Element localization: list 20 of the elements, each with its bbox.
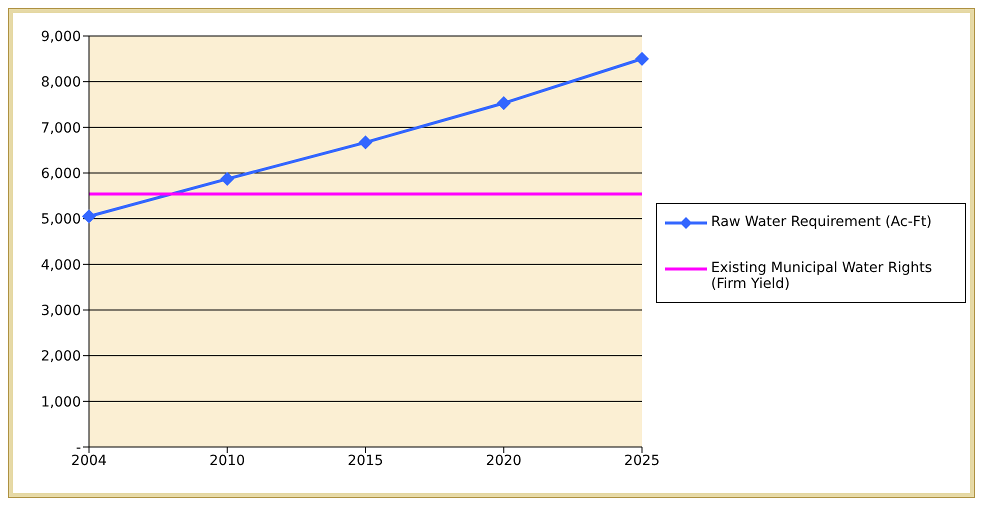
y-tick-label: 6,000: [40, 166, 81, 182]
y-tick-label: 8,000: [40, 74, 81, 91]
legend-label: Raw Water Requirement (Ac-Ft): [711, 214, 932, 230]
y-tick-label: 4,000: [40, 257, 81, 274]
y-tick-label: 3,000: [40, 302, 81, 319]
x-tick-label: 2020: [486, 452, 522, 469]
point: [82, 209, 96, 224]
x-tick-label: 2010: [209, 452, 246, 469]
y-tick-label: 9,000: [40, 28, 81, 45]
y-tick-label: 2,000: [40, 348, 81, 365]
point: [220, 172, 234, 186]
y-tick-label: 5,000: [40, 212, 81, 228]
point: [496, 96, 511, 110]
legend-label: Existing Municipal Water Rights (Firm Yield): [711, 260, 934, 292]
y-tick-label: 1,000: [40, 394, 81, 410]
y-tick-label: 7,000: [40, 120, 81, 136]
point: [635, 52, 649, 66]
x-tick-label: 2025: [624, 452, 660, 469]
point: [358, 135, 372, 150]
x-tick-label: 2015: [348, 452, 384, 469]
